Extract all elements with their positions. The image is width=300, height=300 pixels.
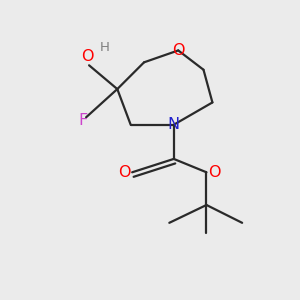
Text: O: O (118, 165, 131, 180)
Text: F: F (79, 113, 88, 128)
Text: O: O (81, 49, 94, 64)
Text: H: H (100, 41, 110, 54)
Text: N: N (168, 117, 180, 132)
Text: O: O (172, 43, 184, 58)
Text: O: O (208, 165, 220, 180)
